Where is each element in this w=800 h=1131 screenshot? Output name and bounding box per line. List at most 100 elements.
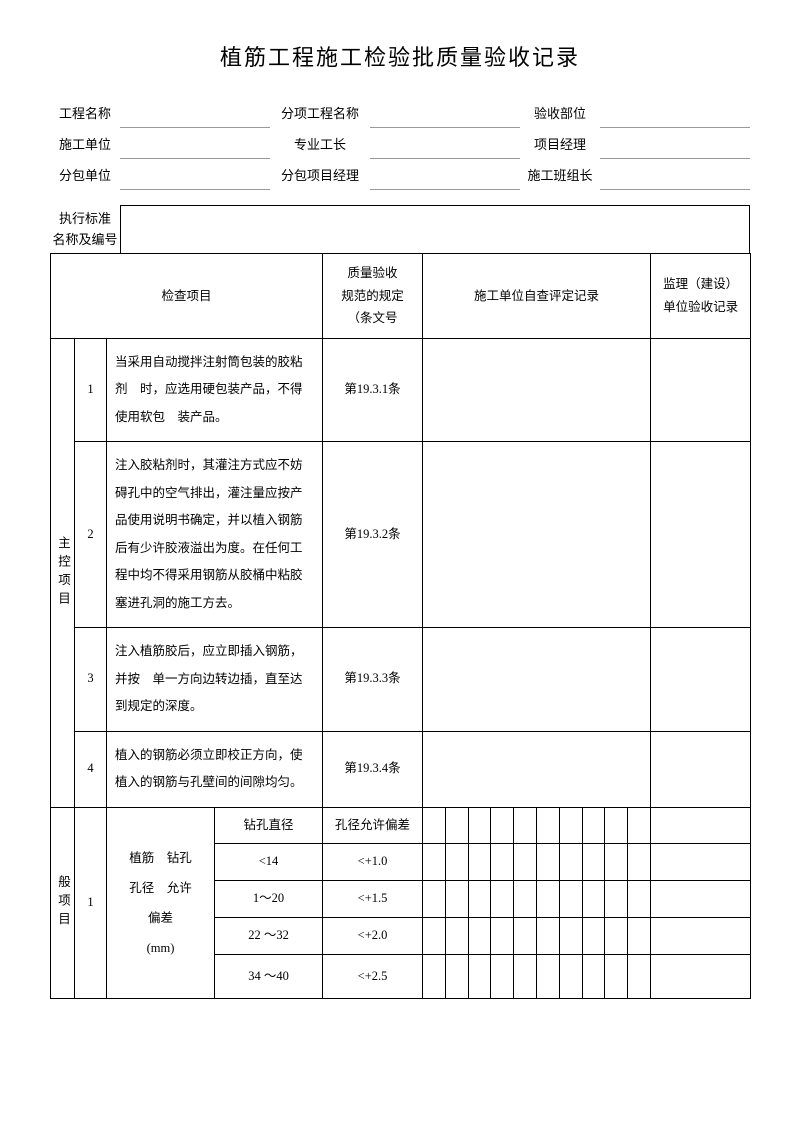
sub-c2: <+2.5 xyxy=(323,954,423,999)
row-rule: 第19.3.4条 xyxy=(323,731,423,807)
row-self[interactable] xyxy=(423,338,651,442)
cell[interactable] xyxy=(628,954,651,999)
row-sup[interactable] xyxy=(651,442,751,628)
row-num: 2 xyxy=(75,442,107,628)
cell[interactable] xyxy=(605,844,628,881)
label-pm: 项目经理 xyxy=(520,128,600,159)
cell[interactable] xyxy=(423,917,446,954)
label-sub-pm: 分包项目经理 xyxy=(270,159,370,190)
row-desc: 植入的钢筋必须立即校正方向，使植入的钢筋与孔壁间的间隙均匀。 xyxy=(107,731,323,807)
cell[interactable] xyxy=(628,807,651,844)
field-accept-part[interactable] xyxy=(600,97,750,128)
cell[interactable] xyxy=(468,917,491,954)
cell[interactable] xyxy=(537,807,560,844)
cell[interactable] xyxy=(445,954,468,999)
cell[interactable] xyxy=(423,954,446,999)
row-self[interactable] xyxy=(423,442,651,628)
standard-field[interactable] xyxy=(120,205,750,253)
standard-label: 执行标准 名称及编号 xyxy=(50,205,120,253)
row-rule: 第19.3.1条 xyxy=(323,338,423,442)
row-self[interactable] xyxy=(423,628,651,732)
row-sup[interactable] xyxy=(651,628,751,732)
row-desc: 注入胶粘剂时，其灌注方式应不妨碍孔中的空气排出，灌注量应按产品使用说明书确定，并… xyxy=(107,442,323,628)
field-sub-pm[interactable] xyxy=(370,159,520,190)
field-construct-unit[interactable] xyxy=(120,128,270,159)
cell[interactable] xyxy=(445,844,468,881)
cell[interactable] xyxy=(582,807,605,844)
cell[interactable] xyxy=(423,881,446,918)
cell[interactable] xyxy=(423,807,446,844)
row-rule: 第19.3.3条 xyxy=(323,628,423,732)
cell[interactable] xyxy=(651,807,751,844)
cell[interactable] xyxy=(514,954,537,999)
field-project-name[interactable] xyxy=(120,97,270,128)
general-subheader: 般项目 1 植筋 钻孔 孔径 允许 偏差 (mm) 钻孔直径 孔径允许偏差 xyxy=(51,807,751,844)
row-num: 3 xyxy=(75,628,107,732)
sub-c2: <+1.5 xyxy=(323,881,423,918)
cell[interactable] xyxy=(628,881,651,918)
field-foreman[interactable] xyxy=(370,128,520,159)
sub-hdr-c2: 孔径允许偏差 xyxy=(323,807,423,844)
cell[interactable] xyxy=(491,954,514,999)
cell[interactable] xyxy=(605,954,628,999)
cell[interactable] xyxy=(491,844,514,881)
main-row-2: 2 注入胶粘剂时，其灌注方式应不妨碍孔中的空气排出，灌注量应按产品使用说明书确定… xyxy=(51,442,751,628)
field-pm[interactable] xyxy=(600,128,750,159)
hdr-inspect-item: 检查项目 xyxy=(51,254,323,339)
main-row-1: 主控项目 1 当采用自动搅拌注射筒包装的胶粘剂 时，应选用硬包装产品，不得使用软… xyxy=(51,338,751,442)
sub-c1: <14 xyxy=(215,844,323,881)
cell[interactable] xyxy=(651,881,751,918)
field-team-leader[interactable] xyxy=(600,159,750,190)
page-title: 植筋工程施工检验批质量验收记录 xyxy=(50,40,750,72)
main-row-3: 3 注入植筋胶后，应立即插入钢筋，并按 单一方向边转边插，直至达到规定的深度。 … xyxy=(51,628,751,732)
cell[interactable] xyxy=(445,881,468,918)
hdr-supervisor: 监理（建设） 单位验收记录 xyxy=(651,254,751,339)
cell[interactable] xyxy=(605,917,628,954)
cell[interactable] xyxy=(537,917,560,954)
cell[interactable] xyxy=(582,881,605,918)
standard-label-2: 名称及编号 xyxy=(52,232,117,247)
cell[interactable] xyxy=(468,844,491,881)
cell[interactable] xyxy=(491,881,514,918)
row-sup[interactable] xyxy=(651,731,751,807)
row-self[interactable] xyxy=(423,731,651,807)
cell[interactable] xyxy=(445,807,468,844)
standard-row: 执行标准 名称及编号 xyxy=(50,205,750,253)
cell[interactable] xyxy=(514,917,537,954)
cell[interactable] xyxy=(559,881,582,918)
sub-c1: 1～20 xyxy=(215,881,323,918)
sub-c2: <+1.0 xyxy=(323,844,423,881)
cell[interactable] xyxy=(582,954,605,999)
cell[interactable] xyxy=(651,917,751,954)
cell[interactable] xyxy=(582,844,605,881)
label-foreman: 专业工长 xyxy=(270,128,370,159)
cell[interactable] xyxy=(468,881,491,918)
cell[interactable] xyxy=(445,917,468,954)
cell[interactable] xyxy=(491,807,514,844)
cell[interactable] xyxy=(559,954,582,999)
field-subcontract[interactable] xyxy=(120,159,270,190)
header-info: 工程名称 分项工程名称 验收部位 施工单位 专业工长 项目经理 分包单位 分包项… xyxy=(50,97,750,190)
cell[interactable] xyxy=(537,954,560,999)
cell[interactable] xyxy=(514,881,537,918)
cell[interactable] xyxy=(423,844,446,881)
field-subitem-name[interactable] xyxy=(370,97,520,128)
cell[interactable] xyxy=(537,881,560,918)
cell[interactable] xyxy=(514,844,537,881)
cell[interactable] xyxy=(559,844,582,881)
cell[interactable] xyxy=(468,954,491,999)
cell[interactable] xyxy=(559,917,582,954)
cell[interactable] xyxy=(651,844,751,881)
cell[interactable] xyxy=(605,881,628,918)
cell[interactable] xyxy=(628,844,651,881)
cell[interactable] xyxy=(514,807,537,844)
cell[interactable] xyxy=(468,807,491,844)
cell[interactable] xyxy=(582,917,605,954)
cell[interactable] xyxy=(605,807,628,844)
cell[interactable] xyxy=(628,917,651,954)
cell[interactable] xyxy=(651,954,751,999)
cell[interactable] xyxy=(491,917,514,954)
row-sup[interactable] xyxy=(651,338,751,442)
cell[interactable] xyxy=(559,807,582,844)
cell[interactable] xyxy=(537,844,560,881)
